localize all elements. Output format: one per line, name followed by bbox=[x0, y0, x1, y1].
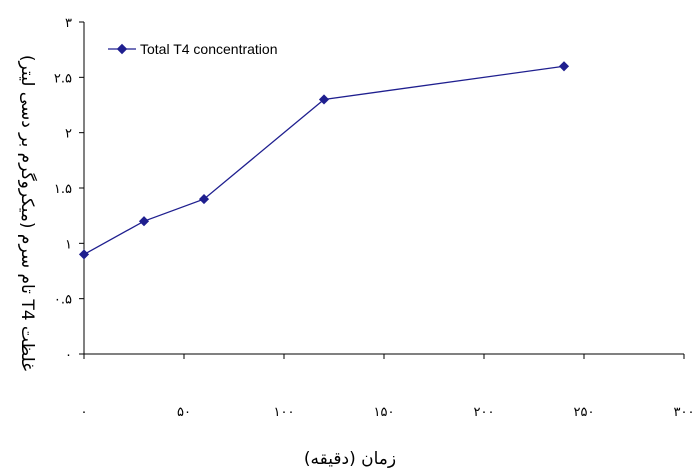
data-point bbox=[78, 249, 90, 260]
ticks: ۰ ۰.۵ ۱ ۱.۵ ۲ ۲.۵ ۳ ۰ ۵۰ ۱۰۰ ۱۵۰ ۲۰۰ ۲۵۰ ۳۰۰ bbox=[54, 16, 695, 420]
data-point bbox=[558, 61, 570, 72]
x-tick-label: ۱۵۰ bbox=[374, 405, 395, 420]
x-tick-label: ۱۰۰ bbox=[274, 405, 295, 420]
series-layer bbox=[78, 61, 570, 260]
x-tick-label: ۲۰۰ bbox=[474, 405, 495, 420]
legend-label: Total T4 concentration bbox=[140, 41, 278, 57]
y-axis-title: غلظت T4 تام سرم (میکروگرم بر دسی لیتر) bbox=[17, 55, 38, 371]
data-point bbox=[198, 194, 210, 205]
data-point bbox=[318, 94, 330, 105]
data-point bbox=[138, 216, 150, 227]
x-tick-label: ۲۵۰ bbox=[574, 405, 595, 420]
x-tick-label: ۰ bbox=[81, 405, 88, 420]
x-tick-label: ۳۰۰ bbox=[674, 405, 695, 420]
y-tick-label: ۱.۵ bbox=[54, 182, 72, 197]
legend: Total T4 concentration bbox=[108, 41, 278, 57]
y-tick-label: ۰ bbox=[65, 348, 72, 363]
x-axis-title: زمان (دقیقه) bbox=[304, 449, 396, 469]
axes bbox=[83, 22, 684, 355]
y-tick-label: ۲.۵ bbox=[54, 71, 72, 86]
y-tick-label: ۱ bbox=[65, 237, 72, 252]
legend-marker bbox=[116, 43, 128, 55]
y-tick-label: ۰.۵ bbox=[54, 293, 72, 308]
y-tick-label: ۳ bbox=[65, 16, 72, 31]
x-tick-label: ۵۰ bbox=[177, 405, 191, 420]
y-tick-label: ۲ bbox=[65, 127, 72, 142]
